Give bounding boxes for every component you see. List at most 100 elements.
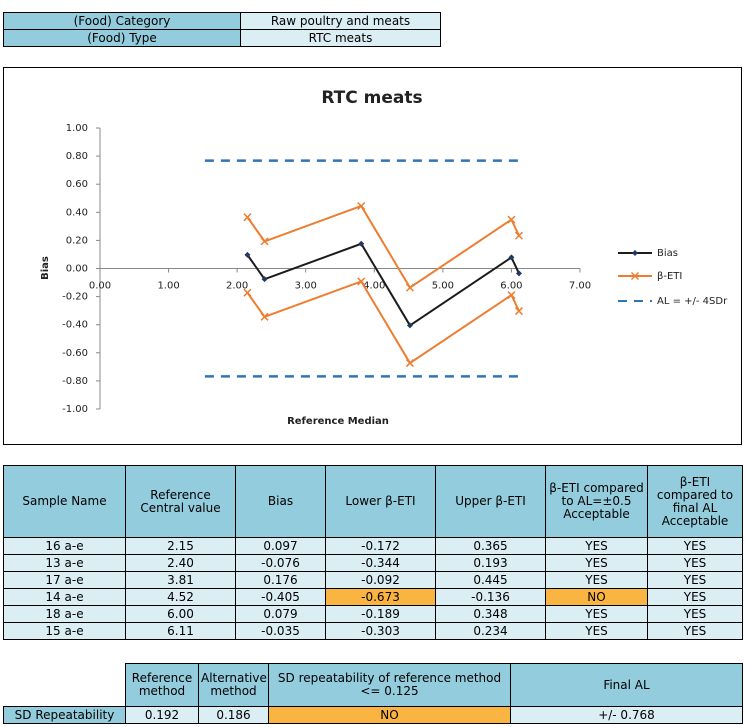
eti-line [246, 280, 520, 365]
label-cell: (Food) Category [3, 12, 241, 30]
chart-frame [3, 67, 742, 445]
y-tick-label: 0.80 [66, 151, 88, 162]
category-table: (Food) Category Raw poultry and meats (Foo… [3, 12, 441, 47]
x-tick-label: 7.00 [569, 281, 591, 292]
data-cell: 18 a-e [3, 605, 126, 623]
x-tick-label: 6.00 [500, 281, 522, 292]
data-cell: YES [647, 554, 743, 572]
data-cell: -0.189 [325, 605, 436, 623]
legend-marker [632, 250, 638, 256]
data-cell: 16 a-e [3, 537, 126, 555]
data-cell: -0.076 [235, 554, 326, 572]
repeatability-table: Reference method Alternative method SD rep… [3, 663, 743, 724]
eti-marker [357, 277, 366, 286]
y-tick-label: -0.60 [62, 348, 88, 359]
y-tick-label: 0.00 [66, 264, 88, 275]
bias-marker [358, 240, 365, 247]
data-cell: YES [545, 537, 648, 555]
results-table: Sample Name Reference Central value Bias Lo… [3, 465, 743, 640]
data-cell: 0.234 [435, 622, 546, 640]
bias-marker [261, 276, 268, 283]
data-cell: 0.348 [435, 605, 546, 623]
data-cell: -0.035 [235, 622, 326, 640]
chart: RTC meats Reference Median Bias 1.00 0.80… [3, 67, 742, 445]
x-tick-label: 0.00 [89, 281, 111, 292]
y-axis-label: Bias [40, 256, 51, 280]
data-cell: YES [647, 605, 743, 623]
eti-marker [260, 237, 269, 246]
legend-label: AL = +/- 4SDr [657, 296, 728, 307]
data-cell: 0.192 [125, 706, 199, 724]
bias-marker [508, 254, 515, 261]
x-tick-label: 5.00 [432, 281, 454, 292]
data-cell: YES [545, 571, 648, 589]
data-cell: -0.344 [325, 554, 436, 572]
label-cell: (Food) Type [3, 29, 241, 47]
data-cell: +/- 0.768 [510, 706, 743, 724]
bias-marker [244, 251, 251, 258]
data-cell: 0.365 [435, 537, 546, 555]
value-cell: Raw poultry and meats [240, 12, 441, 30]
data-cell: YES [647, 571, 743, 589]
data-cell: 3.81 [125, 571, 236, 589]
data-cell: -0.092 [325, 571, 436, 589]
data-cell: 0.186 [198, 706, 269, 724]
data-cell: NO [545, 588, 648, 606]
legend-label: Bias [657, 248, 678, 259]
data-cell: 2.15 [125, 537, 236, 555]
eti-marker [243, 213, 252, 222]
header-cell: β-ETI compared to AL=±0.5 Acceptable [545, 465, 648, 538]
data-cell: 0.097 [235, 537, 326, 555]
y-tick-label: -0.20 [62, 292, 88, 303]
data-cell: -0.405 [235, 588, 326, 606]
eti-line [246, 204, 520, 290]
y-tick-label: 1.00 [66, 123, 88, 134]
data-cell: -0.303 [325, 622, 436, 640]
eti-marker [357, 201, 366, 211]
header-cell: Alternative method [198, 663, 269, 707]
header-cell: SD repeatability of reference method <= … [268, 663, 511, 707]
data-cell: YES [647, 622, 743, 640]
header-cell: Upper β-ETI [435, 465, 546, 538]
x-tick-label: 3.00 [295, 281, 317, 292]
data-cell: 6.00 [125, 605, 236, 623]
value-cell: RTC meats [240, 29, 441, 47]
eti-marker [514, 231, 524, 240]
header-cell: Reference Central value [125, 465, 236, 538]
eti-marker [243, 288, 252, 297]
legend-label: β-ETI [657, 271, 682, 282]
x-tick-label: 4.00 [363, 281, 385, 292]
data-cell: 13 a-e [3, 554, 126, 572]
data-cell: 17 a-e [3, 571, 126, 589]
data-cell: 2.40 [125, 554, 236, 572]
header-cell: β-ETI compared to final AL Acceptable [647, 465, 743, 538]
y-tick-label: 0.60 [66, 179, 88, 190]
data-cell: YES [545, 622, 648, 640]
y-tick-label: -1.00 [62, 404, 88, 415]
corner-cell [4, 664, 126, 707]
y-tick-label: -0.80 [62, 376, 88, 387]
data-cell: -0.136 [435, 588, 546, 606]
data-cell: 0.079 [235, 605, 326, 623]
data-cell: 0.445 [435, 571, 546, 589]
data-cell: 4.52 [125, 588, 236, 606]
header-cell: Lower β-ETI [325, 465, 436, 538]
header-cell: Bias [235, 465, 326, 538]
data-cell: 6.11 [125, 622, 236, 640]
eti-marker [507, 215, 516, 224]
eti-marker [514, 307, 524, 316]
data-cell: -0.172 [325, 537, 436, 555]
bias-marker [406, 322, 413, 329]
data-cell: 0.193 [435, 554, 546, 572]
data-cell: YES [647, 588, 743, 606]
header-cell: Final AL [510, 663, 743, 707]
bias-line [246, 242, 520, 327]
bias-marker [515, 270, 522, 277]
data-cell: 14 a-e [3, 588, 126, 606]
eti-marker [405, 359, 414, 368]
header-cell: Sample Name [3, 465, 126, 538]
header-cell: Reference method [125, 663, 199, 707]
x-axis-label: Reference Median [287, 416, 389, 427]
data-cell: YES [647, 537, 743, 555]
